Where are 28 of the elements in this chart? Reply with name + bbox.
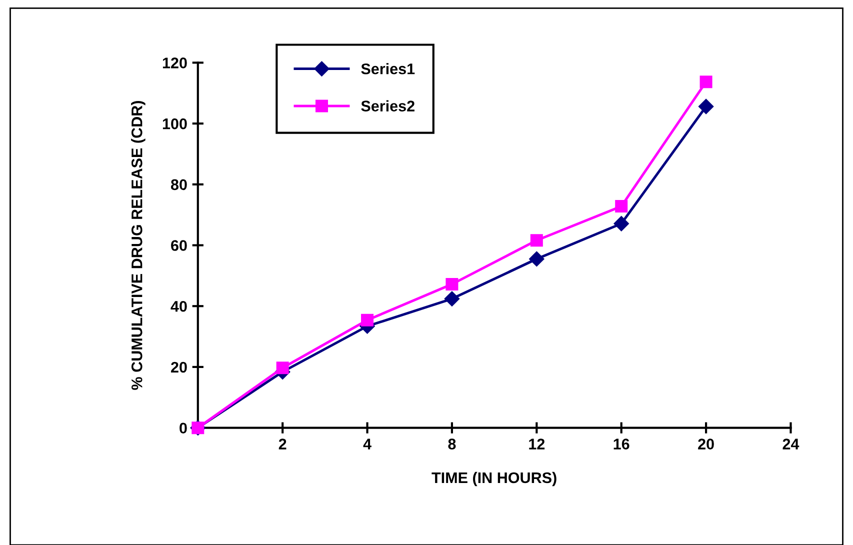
x-tick-label: 8 <box>448 438 456 450</box>
point <box>276 362 289 374</box>
y-tick-label: 0 <box>180 422 187 434</box>
x-tick-label: 16 <box>614 438 630 450</box>
y-tick-label: 80 <box>170 179 187 190</box>
x-tick-label: 12 <box>529 438 545 450</box>
y-tick-label: 20 <box>171 362 187 373</box>
y-tick-label: 40 <box>170 300 187 312</box>
x-tick-label: 2 <box>278 438 286 450</box>
y-tick-label: 120 <box>162 58 187 68</box>
x-axis-title: TIME (IN HOURS) <box>432 472 556 486</box>
x-tick-label: 24 <box>782 438 800 450</box>
point <box>614 216 629 232</box>
y-tick-label: 60 <box>171 240 187 251</box>
legend-label: Series2 <box>361 100 414 112</box>
point <box>700 76 712 88</box>
point <box>446 278 458 290</box>
y-axis-title: % CUMULATIVE DRUG RELEASE (CDR) <box>131 101 146 390</box>
point <box>698 98 714 114</box>
legend-label: Series1 <box>361 63 415 74</box>
point <box>615 200 628 213</box>
y-tick-label: 100 <box>162 118 187 130</box>
x-tick-label: 4 <box>363 438 372 450</box>
x-tick-label: 20 <box>698 438 714 450</box>
point <box>361 314 374 326</box>
point <box>530 234 543 247</box>
point <box>529 251 544 267</box>
point <box>444 291 460 306</box>
